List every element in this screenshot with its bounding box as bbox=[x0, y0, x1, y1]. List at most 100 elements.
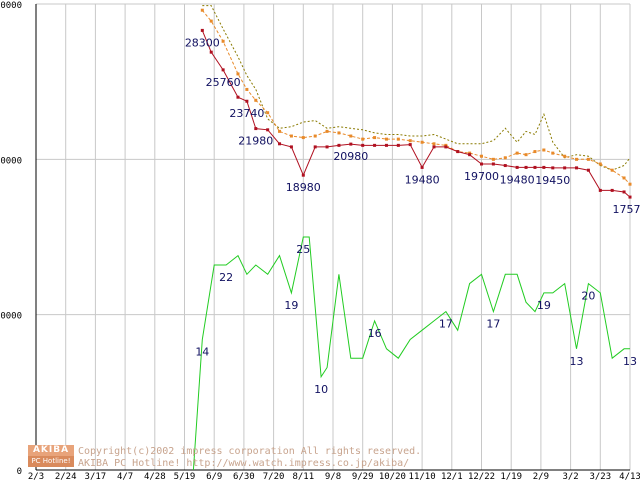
shop_count-line bbox=[192, 236, 630, 471]
price-data-label: 23740 bbox=[229, 107, 264, 120]
y-tick-label: 20000 bbox=[0, 156, 22, 166]
x-tick-label: 1/19 bbox=[500, 472, 522, 480]
average_price-point bbox=[245, 87, 249, 91]
max_price-line bbox=[202, 5, 631, 171]
average_price-point bbox=[480, 154, 483, 158]
min_price-point bbox=[254, 127, 258, 131]
min_price-point bbox=[408, 143, 412, 147]
average_price-point bbox=[301, 136, 305, 140]
average_price-point bbox=[408, 139, 412, 143]
average_price-point bbox=[420, 140, 424, 144]
min_price-point bbox=[221, 68, 225, 72]
price-data-label: 19480 bbox=[405, 173, 440, 186]
x-tick-label: 5/19 bbox=[174, 472, 196, 480]
x-tick-label: 9/8 bbox=[325, 472, 341, 480]
min_price-point bbox=[622, 190, 626, 194]
price-data-label: 19450 bbox=[535, 174, 570, 187]
min_price-point bbox=[491, 162, 495, 166]
min_price-point bbox=[503, 164, 507, 168]
min_price-point bbox=[209, 50, 213, 54]
average_price-point bbox=[384, 137, 388, 141]
min_price-point bbox=[480, 162, 483, 166]
average_price-point bbox=[468, 151, 472, 155]
x-tick-label: 2/9 bbox=[533, 472, 549, 480]
count-data-label: 14 bbox=[195, 346, 209, 359]
min_price-point bbox=[200, 28, 204, 32]
average_price-point bbox=[598, 162, 602, 166]
min_price-point bbox=[337, 143, 341, 147]
min_price-point bbox=[325, 145, 329, 149]
x-tick-label: 3/2 bbox=[562, 472, 578, 480]
x-tick-label: 3/17 bbox=[85, 472, 107, 480]
min_price-point bbox=[533, 165, 537, 169]
average_price-point bbox=[266, 111, 270, 115]
count-data-label: 13 bbox=[570, 355, 584, 368]
price-data-label: 20980 bbox=[333, 150, 368, 163]
count-data-label: 22 bbox=[219, 271, 233, 284]
min_price-point bbox=[542, 165, 546, 169]
average_price-point bbox=[533, 150, 537, 154]
x-axis-ticks: 2/3 2/24 3/17 4/7 4/28 5/19 6/9 6/30 7/20 8/11 9/8… bbox=[28, 472, 640, 480]
logo-bottom-text: PC Hotline! bbox=[28, 456, 74, 467]
count-data-label: 17 bbox=[439, 318, 453, 331]
x-tick-label: 9/29 bbox=[352, 472, 374, 480]
average_price-point bbox=[515, 151, 519, 155]
average_price-point bbox=[236, 72, 240, 76]
min_price-point bbox=[586, 168, 590, 172]
price-data-label: 21980 bbox=[238, 135, 273, 148]
average_price-point bbox=[349, 134, 353, 138]
x-tick-label: 7/20 bbox=[263, 472, 285, 480]
x-tick-label: 4/13 bbox=[619, 472, 640, 480]
x-tick-label: 12/22 bbox=[468, 472, 495, 480]
count-data-label: 19 bbox=[537, 299, 551, 312]
min_price-point bbox=[384, 143, 388, 147]
average_price-point bbox=[551, 151, 555, 155]
x-tick-label: 8/11 bbox=[292, 472, 314, 480]
y-axis-ticks: 0 10000 20000 30000 bbox=[0, 1, 22, 477]
x-tick-label: 11/10 bbox=[409, 472, 436, 480]
x-tick-label: 2/24 bbox=[55, 472, 77, 480]
min_price-point bbox=[628, 195, 632, 199]
average_price-point bbox=[396, 137, 400, 141]
min_price-point bbox=[266, 128, 270, 132]
min_price-point bbox=[444, 145, 448, 149]
min_price-point bbox=[361, 143, 365, 147]
x-tick-label: 2/3 bbox=[28, 472, 44, 480]
min_price-point bbox=[468, 153, 472, 157]
min_price-point bbox=[245, 99, 249, 103]
price-data-label: 19480 bbox=[500, 173, 535, 186]
price-data-label: 19700 bbox=[464, 170, 499, 183]
series-layer bbox=[192, 5, 632, 471]
grid bbox=[35, 3, 631, 471]
count-data-label: 10 bbox=[314, 383, 328, 396]
average_price-point bbox=[610, 168, 614, 172]
min_price-point bbox=[420, 165, 424, 169]
average_price-point bbox=[361, 137, 365, 141]
x-tick-label: 10/20 bbox=[379, 472, 406, 480]
price-data-label: 17570 bbox=[613, 203, 640, 216]
min_price-point bbox=[610, 188, 614, 192]
average_price-point bbox=[221, 39, 225, 43]
min_price-point bbox=[515, 165, 519, 169]
average_price-point bbox=[432, 142, 436, 146]
min_price-point bbox=[551, 166, 555, 170]
count-data-label: 19 bbox=[284, 299, 298, 312]
average_price-point bbox=[373, 136, 377, 140]
average_price-point bbox=[491, 157, 495, 161]
count-data-label: 20 bbox=[581, 290, 595, 303]
count-data-label: 25 bbox=[296, 243, 310, 256]
x-tick-label: 4/28 bbox=[144, 472, 166, 480]
min_price-point bbox=[598, 188, 602, 192]
min_price-point bbox=[575, 166, 579, 170]
average_price-point bbox=[622, 176, 626, 180]
min_price-point bbox=[563, 166, 567, 170]
average_price-point bbox=[325, 129, 329, 133]
y-tick-label: 0 bbox=[17, 467, 22, 477]
x-tick-label: 3/23 bbox=[589, 472, 611, 480]
average_price-point bbox=[524, 153, 528, 157]
average_price-point bbox=[289, 134, 293, 138]
average_price-point bbox=[200, 8, 204, 12]
min_price-point bbox=[396, 143, 400, 147]
